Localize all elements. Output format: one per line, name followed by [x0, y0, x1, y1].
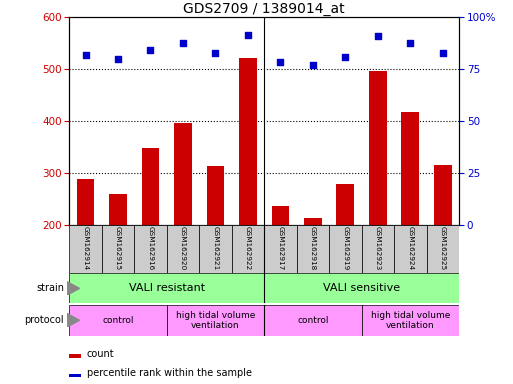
Text: GSM162918: GSM162918 [310, 226, 316, 270]
Bar [174, 122, 192, 225]
Point [374, 33, 382, 40]
Text: GSM162923: GSM162923 [375, 226, 381, 270]
Bar [264, 273, 459, 303]
Text: VALI sensitive: VALI sensitive [323, 283, 400, 293]
Bar [109, 194, 127, 225]
Bar [297, 225, 329, 273]
Point [277, 59, 285, 65]
Text: GSM162914: GSM162914 [83, 226, 89, 270]
Bar [69, 225, 102, 273]
Text: percentile rank within the sample: percentile rank within the sample [87, 368, 252, 378]
Bar [369, 71, 387, 225]
Point [439, 50, 447, 56]
Point [341, 54, 349, 60]
Bar [394, 225, 427, 273]
Text: protocol: protocol [25, 315, 64, 325]
Bar [167, 305, 264, 336]
Point [146, 47, 154, 53]
Text: GSM162922: GSM162922 [245, 226, 251, 270]
Text: GSM162915: GSM162915 [115, 226, 121, 270]
Bar [134, 225, 167, 273]
Bar [69, 374, 81, 377]
Text: count: count [87, 349, 114, 359]
Point [179, 40, 187, 46]
Text: GSM162919: GSM162919 [342, 226, 348, 270]
Text: GSM162925: GSM162925 [440, 226, 446, 270]
Bar [304, 218, 322, 225]
Bar [239, 58, 257, 225]
Bar [427, 225, 459, 273]
Text: GSM162924: GSM162924 [407, 226, 413, 270]
Text: GSM162920: GSM162920 [180, 226, 186, 270]
Bar [69, 273, 264, 303]
Text: high tidal volume
ventilation: high tidal volume ventilation [371, 311, 450, 330]
Point [309, 62, 317, 68]
Text: GSM162921: GSM162921 [212, 226, 219, 270]
Point [406, 40, 415, 46]
Bar [362, 225, 394, 273]
Text: VALI resistant: VALI resistant [129, 283, 205, 293]
Bar [102, 225, 134, 273]
Bar [402, 112, 419, 225]
Bar [69, 354, 81, 358]
Polygon shape [67, 313, 80, 327]
Point [211, 50, 220, 56]
Bar [207, 166, 224, 225]
Title: GDS2709 / 1389014_at: GDS2709 / 1389014_at [183, 2, 345, 16]
Point [114, 56, 122, 62]
Text: control: control [102, 316, 134, 325]
Text: strain: strain [36, 283, 64, 293]
Bar [76, 179, 94, 225]
Bar [337, 184, 354, 225]
Bar [69, 305, 167, 336]
Point [82, 52, 90, 58]
Polygon shape [67, 281, 80, 295]
Text: high tidal volume
ventilation: high tidal volume ventilation [176, 311, 255, 330]
Text: GSM162917: GSM162917 [278, 226, 284, 270]
Text: control: control [297, 316, 329, 325]
Bar [232, 225, 264, 273]
Point [244, 32, 252, 38]
Bar [264, 225, 297, 273]
Text: GSM162916: GSM162916 [147, 226, 153, 270]
Bar [264, 305, 362, 336]
Bar [329, 225, 362, 273]
Bar [362, 305, 459, 336]
Bar [434, 165, 452, 225]
Bar [271, 207, 289, 225]
Bar [199, 225, 232, 273]
Bar [167, 225, 199, 273]
Bar [142, 148, 160, 225]
